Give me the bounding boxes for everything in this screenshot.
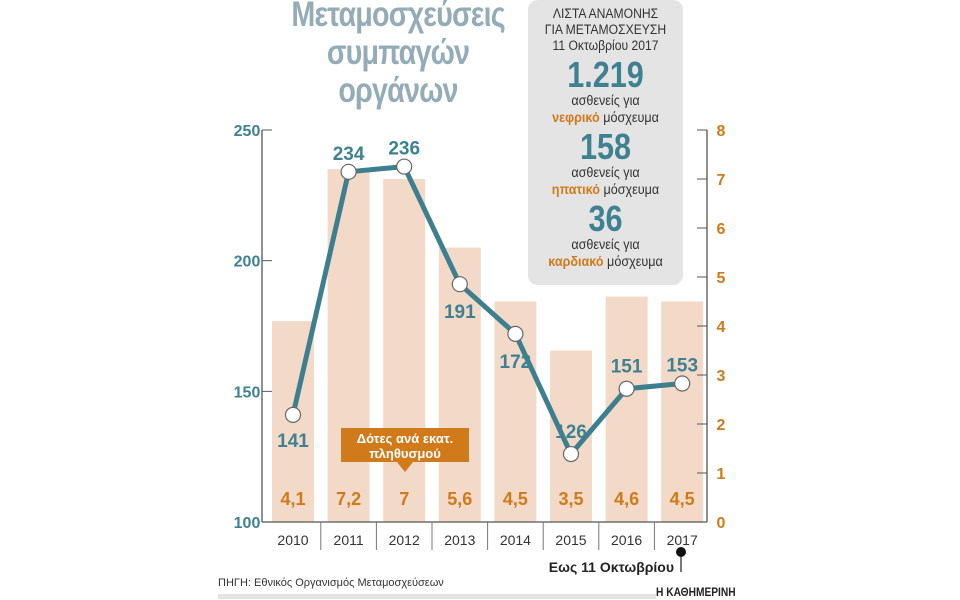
bar	[438, 247, 481, 522]
x-tick-label: 2015	[555, 532, 586, 548]
chart-title: Μεταμοσχεύσεις συμπαγών οργάνων	[291, 0, 505, 110]
line-point	[507, 325, 524, 342]
count: 1.219	[567, 54, 644, 95]
line-point	[618, 380, 635, 397]
bar-label: 4,5	[670, 489, 695, 509]
right-tick-label: 2	[717, 417, 726, 434]
footer-bar	[218, 594, 656, 599]
text: ασθενείς για	[571, 92, 640, 108]
bar-label: 3,5	[558, 489, 583, 509]
right-tick-label: 7	[717, 172, 726, 189]
x-tick-label: 2016	[611, 532, 642, 548]
waiting-item-heart: 36 ασθενείς για καρδιακό μόσχευμα	[528, 198, 683, 270]
callout-box	[341, 428, 469, 472]
line-point	[284, 406, 302, 423]
annotation-text: Εως 11 Οκτωβρίου	[549, 559, 674, 575]
line-series	[290, 164, 683, 457]
right-tick-label: 0	[717, 515, 726, 532]
suffix: μόσχευμα	[607, 253, 663, 269]
heading-line: ΛΙΣΤΑ ΑΝΑΜΟΝΗΣ	[552, 6, 659, 21]
organ: καρδιακό	[548, 253, 604, 269]
point-label: 234	[333, 144, 365, 165]
line-point	[562, 445, 580, 463]
callout-text: Δότες ανά εκατ.	[357, 431, 453, 446]
x-tick-label: 2011	[334, 532, 364, 548]
bar-label: 7	[399, 489, 409, 509]
bar-label: 4,5	[503, 489, 528, 509]
right-tick-label: 6	[717, 221, 726, 238]
title-line: συμπαγών οργάνων	[326, 33, 470, 110]
suffix: μόσχευμα	[603, 181, 660, 197]
right-tick-label: 5	[717, 270, 726, 287]
waiting-item-kidney: 1.219 ασθενείς για νεφρικό μόσχευμα	[528, 54, 683, 126]
point-label: 126	[555, 422, 587, 443]
waiting-item-liver: 158 ασθενείς για ηπατικό μόσχευμα	[528, 126, 683, 198]
bar-label: 4,1	[280, 489, 305, 509]
suffix: μόσχευμα	[603, 109, 659, 125]
count: 36	[588, 198, 623, 239]
title-line: Μεταμοσχεύσεις	[291, 0, 505, 34]
line-point	[340, 163, 357, 180]
x-tick-label: 2014	[500, 532, 531, 548]
x-tick-label: 2010	[277, 532, 308, 548]
waiting-list-heading: ΛΙΣΤΑ ΑΝΑΜΟΝΗΣ ΓΙΑ ΜΕΤΑΜΟΣΧΕΥΣΗ 11 Οκτωβ…	[536, 6, 676, 54]
x-tick-label: 2013	[444, 532, 475, 548]
point-label: 153	[666, 355, 698, 376]
right-tick-label: 3	[717, 368, 726, 385]
bar-label: 7,2	[336, 489, 361, 509]
point-label: 191	[444, 302, 476, 323]
organ: νεφρικό	[552, 109, 600, 125]
count: 158	[579, 126, 632, 167]
heading-line: 11 Οκτωβρίου 2017	[552, 38, 659, 53]
text: ασθενείς για	[571, 236, 640, 252]
bar	[327, 169, 370, 522]
point-label: 151	[611, 357, 643, 378]
x-tick-label: 2012	[389, 532, 420, 548]
line-point	[396, 158, 413, 175]
right-tick-label: 1	[717, 466, 726, 483]
annotation-dot	[676, 547, 686, 557]
bar	[661, 301, 704, 522]
point-label: 141	[277, 431, 309, 452]
bar	[605, 296, 648, 522]
left-tick-label: 150	[234, 384, 261, 401]
x-tick-label: 2017	[667, 532, 698, 548]
line-point	[674, 375, 691, 392]
bar-label: 4,6	[614, 489, 639, 509]
brand-logo: Η ΚΑΘΗΜΕΡΙΝΗ	[656, 585, 736, 599]
text: ασθενείς για	[571, 164, 640, 180]
point-label: 172	[500, 352, 532, 373]
left-tick-label: 250	[234, 123, 261, 140]
waiting-list-box: ΛΙΣΤΑ ΑΝΑΜΟΝΗΣ ΓΙΑ ΜΕΤΑΜΟΣΧΕΥΣΗ 11 Οκτωβ…	[528, 0, 683, 285]
left-tick-label: 100	[234, 515, 261, 532]
line-point	[451, 276, 468, 293]
right-tick-label: 4	[717, 319, 726, 336]
left-tick-label: 200	[234, 254, 261, 271]
callout-text: πληθυσμού	[369, 446, 441, 461]
point-label: 236	[388, 139, 420, 160]
heading-line: ΓΙΑ ΜΕΤΑΜΟΣΧΕΥΣΗ	[544, 22, 667, 37]
bar-label: 5,6	[447, 489, 472, 509]
source: ΠΗΓΗ: Εθνικός Οργανισμός Μεταμοσχεύσεων	[218, 577, 444, 589]
organ: ηπατικό	[551, 181, 600, 197]
right-tick-label: 8	[717, 123, 726, 140]
